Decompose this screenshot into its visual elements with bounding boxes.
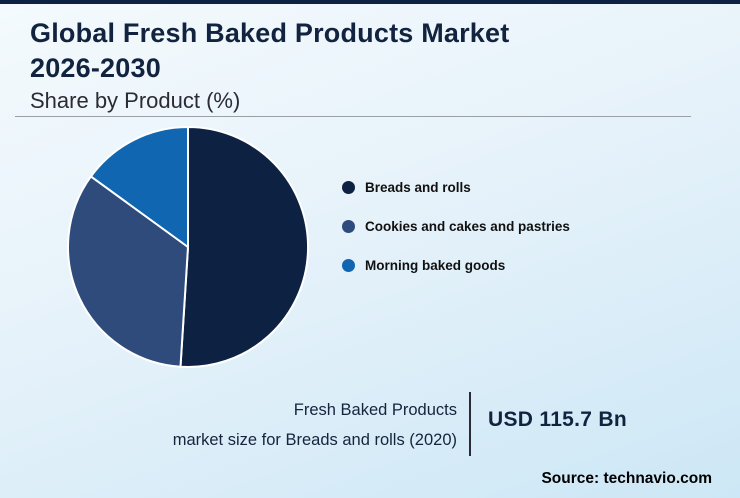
legend: Breads and rolls Cookies and cakes and p…: [342, 180, 570, 273]
pie-slice: [89, 126, 189, 248]
caption-line-2: market size for Breads and rolls (2020): [172, 430, 457, 449]
legend-item-breads-and-rolls: Breads and rolls: [342, 180, 570, 195]
legend-label: Cookies and cakes and pastries: [365, 219, 570, 234]
legend-item-morning-baked-goods: Morning baked goods: [342, 258, 570, 273]
legend-label: Breads and rolls: [365, 180, 471, 195]
footer-divider-line: [469, 392, 471, 456]
title-line-1: Global Fresh Baked Products Market: [30, 18, 510, 48]
title-line-2: 2026-2030: [30, 52, 161, 83]
legend-label: Morning baked goods: [365, 258, 506, 273]
market-size-caption: Fresh Baked Products market size for Bre…: [100, 396, 457, 455]
legend-dot-icon: [342, 220, 355, 233]
market-size-value: USD 115.7 Bn: [488, 408, 627, 431]
legend-item-cookies-cakes-pastries: Cookies and cakes and pastries: [342, 219, 570, 234]
pie-chart-svg: [67, 126, 310, 368]
legend-dot-icon: [342, 259, 355, 272]
caption-line-1: Fresh Baked Products: [293, 401, 457, 419]
pie-slice: [179, 126, 310, 368]
source-attribution: Source: technavio.com: [541, 470, 712, 487]
pie-chart: [66, 125, 310, 369]
chart-subtitle: Share by Product (%): [30, 88, 241, 114]
header: Global Fresh Baked Products Market 2026-2…: [30, 16, 700, 114]
page-title: Global Fresh Baked Products Market 2026-2…: [30, 16, 700, 85]
header-divider-line: [15, 116, 691, 117]
pie-slice: [67, 175, 189, 368]
legend-dot-icon: [342, 181, 355, 194]
